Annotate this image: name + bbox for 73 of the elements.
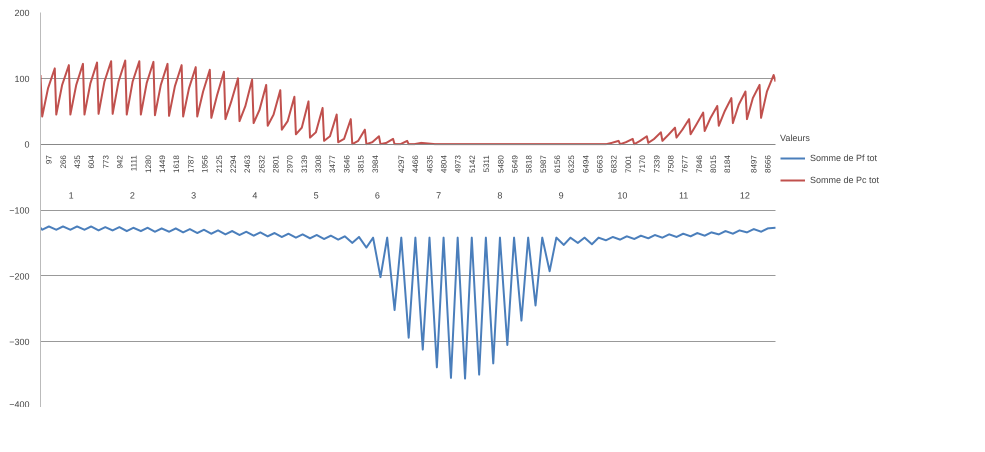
legend-label: Somme de Pf tot [810,153,878,163]
x-tick-label: 6325 [567,154,576,173]
x-tick-label: 6663 [596,154,605,173]
x-tick-label: 266 [58,154,68,169]
x-tick-label: 3139 [300,154,309,173]
x-tick-label: 604 [87,154,96,169]
annotation: 11 [678,190,688,200]
x-tick-label: 3646 [342,154,352,173]
x-tick-label: 1280 [144,154,153,173]
annotation: 7 [436,190,442,200]
y-tick-label: 200 [14,8,30,18]
y-tick-label: −300 [9,337,30,348]
x-tick-label: 8497 [749,154,758,173]
x-tick-label: 7677 [680,154,690,173]
x-tick-label: 8015 [708,154,718,173]
x-tick-label: 4973 [454,154,463,173]
annotation: 6 [374,190,380,200]
x-tick-label: 5480 [496,154,506,173]
x-tick-label: 97 [44,154,54,164]
x-tick-label: 2463 [243,154,252,173]
x-tick-label: 3984 [370,154,380,173]
x-tick-label: 942 [116,154,125,169]
x-tick-label: 5142 [468,154,477,173]
x-tick-label: 7339 [652,154,662,173]
x-tick-label: 6832 [610,154,619,173]
x-tick-label: 7001 [624,154,633,173]
x-tick-label: 6156 [553,154,562,173]
x-tick-label: 1449 [158,154,168,173]
x-tick-label: 7846 [694,154,704,173]
annotation: 8 [497,190,502,200]
x-tick-label: 1787 [186,154,196,173]
x-tick-label: 6494 [581,154,590,173]
x-tick-label: 3477 [328,154,338,173]
annotation: 4 [252,190,258,200]
x-tick-label: 4635 [425,154,434,173]
annotation: 2 [130,190,135,200]
x-tick-label: 2125 [214,154,224,173]
legend-title: Valeurs [780,133,811,143]
x-tick-label: 4804 [440,154,449,173]
y-tick-label: −200 [9,271,30,282]
x-tick-label: 3308 [314,154,324,173]
x-tick-label: 4297 [397,154,406,173]
line-series [40,225,776,380]
x-tick-label: 5987 [538,154,548,173]
y-tick-label: 0 [24,140,30,150]
annotation: 10 [617,190,628,200]
annotation: 5 [314,190,319,200]
x-tick-label: 7170 [638,154,648,173]
x-tick-label: 4466 [411,154,420,173]
x-tick-label: 2632 [257,154,266,173]
x-tick-label: 8184 [723,154,732,173]
line-series [40,60,776,146]
x-tick-label: 7508 [666,154,676,173]
legend-label: Somme de Pc tot [810,175,880,185]
x-tick-label: 435 [73,154,82,169]
y-tick-label: −100 [9,206,30,216]
x-tick-label: 3815 [356,154,366,173]
annotation: 1 [68,190,74,200]
x-tick-label: 5649 [510,154,520,173]
x-tick-label: 8666 [764,154,773,173]
x-tick-label: 2970 [286,154,295,173]
x-tick-label: 5311 [482,154,492,172]
annotation: 12 [740,190,750,200]
x-tick-label: 773 [101,154,110,169]
x-tick-label: 1111 [130,154,139,172]
x-tick-label: 1956 [200,154,210,173]
y-tick-label: 100 [14,74,30,84]
annotation: 3 [191,190,196,200]
annotation: 9 [558,190,564,200]
x-tick-label: 5818 [524,154,534,173]
x-tick-label: 1618 [172,154,182,173]
x-tick-label: 2801 [272,154,281,173]
x-tick-label: 2294 [228,154,238,173]
